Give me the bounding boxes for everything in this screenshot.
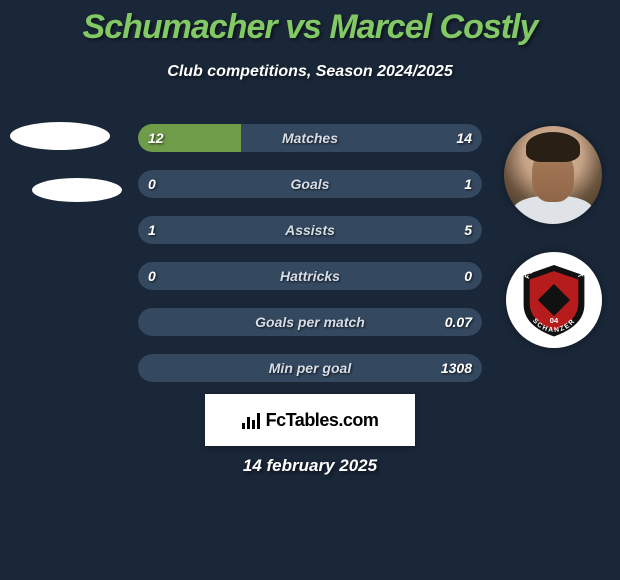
club-shield-icon: FC INGOLSTADT SCHANZER 04 <box>516 262 592 338</box>
player-left-avatar <box>10 122 110 222</box>
stat-label: Assists <box>138 216 482 244</box>
stats-bars: 1214Matches 01Goals 15Assists 00Hattricks 0.… <box>138 124 482 400</box>
stat-label: Min per goal <box>138 354 482 382</box>
stat-row: 15Assists <box>138 216 482 244</box>
brand-badge: FcTables.com <box>205 394 415 446</box>
stat-label: Hattricks <box>138 262 482 290</box>
subtitle: Club competitions, Season 2024/2025 <box>0 63 620 81</box>
stat-row: 01Goals <box>138 170 482 198</box>
avatar-placeholder-ellipse <box>32 178 122 202</box>
brand-bars-icon <box>242 411 260 429</box>
stat-label: Goals <box>138 170 482 198</box>
brand-text: FcTables.com <box>266 410 379 431</box>
stat-row: 1214Matches <box>138 124 482 152</box>
player-right-avatar <box>504 126 602 224</box>
comparison-title: Schumacher vs Marcel Costly <box>0 0 620 47</box>
stat-row: 1308Min per goal <box>138 354 482 382</box>
stat-label: Goals per match <box>138 308 482 336</box>
club-badge: FC INGOLSTADT SCHANZER 04 <box>506 252 602 348</box>
stat-row: 00Hattricks <box>138 262 482 290</box>
club-year: 04 <box>550 316 559 325</box>
avatar-hair <box>526 132 580 162</box>
snapshot-date: 14 february 2025 <box>0 456 620 476</box>
stat-row: 0.07Goals per match <box>138 308 482 336</box>
avatar-placeholder-ellipse <box>10 122 110 150</box>
stat-label: Matches <box>138 124 482 152</box>
